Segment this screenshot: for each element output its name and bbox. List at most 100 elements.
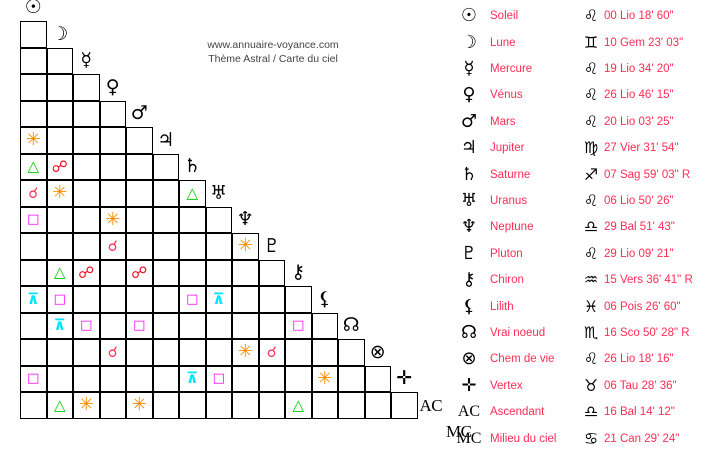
aspect-cell-r9-c8: ✳	[232, 233, 259, 260]
aspect-cell-r6-c1: ☍	[46, 153, 73, 180]
aspect-cell-r15-c3	[99, 392, 126, 419]
vierge-icon: ♍	[583, 138, 599, 158]
legend-position-value: 00 Lio 18' 60"	[604, 10, 674, 23]
jupiter-icon: ♃	[460, 137, 478, 159]
aspect-symbol-square: □	[186, 291, 199, 307]
aspect-symbol-conjunction: ☌	[28, 183, 39, 202]
legend-position-value: 16 Bal 14' 12"	[604, 406, 675, 419]
aspect-symbol-sextile: ✳	[105, 208, 121, 230]
aspect-cell-r5-c1	[46, 127, 73, 154]
legend-position-value: 06 Tau 28' 36"	[604, 379, 677, 392]
aspect-cell-r7-c6: △	[179, 180, 206, 207]
aspect-cell-r12-c11	[311, 312, 338, 339]
legend-position-value: 07 Sag 59' 03" R	[604, 168, 691, 181]
aspect-cell-r15-c7	[205, 392, 232, 419]
legend-position-value: 26 Lio 46' 15"	[604, 89, 674, 102]
aspect-symbol-trine: △	[292, 395, 305, 414]
legend-row: ♇ Pluton ♌ 29 Lio 09' 21"	[448, 241, 705, 268]
aspect-symbol-square: □	[53, 291, 66, 307]
legend-position-value: 20 Lio 03' 25"	[604, 115, 674, 128]
legend-row: ♆ Neptune ♎ 29 Bal 51' 43"	[448, 214, 705, 241]
lilith-icon: ⚸	[317, 287, 332, 310]
aspect-symbol-trine: △	[27, 157, 40, 176]
chiron-icon: ⚷	[291, 261, 306, 284]
legend-planet-name: Ascendant	[490, 406, 545, 419]
legend-planet-name: Uranus	[490, 195, 528, 208]
aspect-cell-r5-c3	[99, 127, 126, 154]
aspect-cell-r9-c5	[152, 233, 179, 260]
aspect-cell-r4-c2	[73, 100, 100, 127]
aspect-cell-r15-c11	[311, 392, 338, 419]
aspect-cell-r15-c6	[179, 392, 206, 419]
aspect-cell-r10-c2: ☍	[73, 259, 100, 286]
aspect-cell-r15-c5	[152, 392, 179, 419]
legend-row: ⊗ Chem de vie ♌ 26 Lio 18' 16"	[448, 346, 705, 373]
aspect-cell-r11-c5	[152, 286, 179, 313]
aspect-cell-r3-c1	[46, 74, 73, 101]
aspect-cell-r9-c1	[46, 233, 73, 260]
aspect-cell-r14-c8	[232, 365, 259, 392]
aspect-cell-r7-c2	[73, 180, 100, 207]
aspect-cell-r3-c2	[73, 74, 100, 101]
aspect-cell-r9-c2	[73, 233, 100, 260]
aspect-symbol-conjunction: ☌	[107, 236, 118, 255]
aspect-symbol-square: □	[292, 318, 305, 334]
aspect-cell-r13-c10	[285, 339, 312, 366]
milieu-du-ciel-icon: MC	[456, 429, 482, 447]
pluton-icon: ♇	[460, 242, 478, 264]
aspect-cell-r10-c1: △	[46, 259, 73, 286]
legend-planet-name: Pluton	[490, 247, 523, 260]
legend-position-value: 19 Lio 34' 20"	[604, 63, 674, 76]
aspect-cell-r10-c9	[258, 259, 285, 286]
lion-icon: ♌	[583, 243, 599, 263]
legend-position-value: 06 Pois 26' 60"	[604, 300, 681, 313]
aspect-cell-r14-c13	[364, 365, 391, 392]
aspect-cell-r5-c4	[126, 127, 153, 154]
aspect-symbol-trine: △	[53, 395, 66, 414]
aspect-symbol-conjunction: ☌	[107, 342, 118, 361]
aspect-cell-r11-c4	[126, 286, 153, 313]
uranus-icon: ♅	[210, 181, 228, 204]
aspect-cell-r11-c8	[232, 286, 259, 313]
aspect-cell-r4-c3	[99, 100, 126, 127]
legend-planet-name: Neptune	[490, 221, 534, 234]
scorpion-icon: ♏	[583, 323, 599, 343]
aspect-cell-r13-c9: ☌	[258, 339, 285, 366]
ascendant-icon: AC	[457, 403, 481, 421]
legend-position-value: 06 Lio 50' 26"	[604, 195, 674, 208]
lion-icon: ♌	[583, 111, 599, 131]
aspect-cell-r12-c0	[20, 312, 47, 339]
aspect-cell-r12-c8	[232, 312, 259, 339]
aspect-symbol-quincunx: ⊼	[212, 289, 225, 308]
aspect-cell-r12-c9	[258, 312, 285, 339]
aspect-cell-r11-c2	[73, 286, 100, 313]
aspect-cell-r15-c4: ✳	[126, 392, 153, 419]
jupiter-icon: ♃	[157, 128, 175, 151]
aspect-cell-r6-c2	[73, 153, 100, 180]
aspect-cell-r14-c0: □	[20, 365, 47, 392]
legend-planet-name: Chiron	[490, 274, 524, 287]
aspect-cell-r12-c3	[99, 312, 126, 339]
soleil-icon: ☉	[460, 5, 478, 27]
legend-position-value: 10 Gem 23' 03"	[604, 36, 684, 49]
aspect-cell-r14-c3	[99, 365, 126, 392]
neptune-icon: ♆	[460, 216, 478, 238]
vertex-icon: ✛	[461, 374, 477, 396]
aspect-cell-r6-c5	[152, 153, 179, 180]
legend-planet-name: Lilith	[490, 300, 514, 313]
aspect-symbol-quincunx: ⊼	[27, 289, 40, 308]
legend-row: ☽ Lune ♊ 10 Gem 23' 03"	[448, 29, 705, 56]
aspect-symbol-square: □	[133, 318, 146, 334]
aspect-cell-r10-c0	[20, 259, 47, 286]
aspect-symbol-sextile: ✳	[317, 367, 333, 389]
aspect-cell-r15-c14	[391, 392, 418, 419]
legend-row: ⚸ Lilith ♓ 06 Pois 26' 60"	[448, 293, 705, 320]
uranus-icon: ♅	[460, 190, 478, 212]
lune-icon: ☽	[51, 22, 69, 45]
aspect-cell-r11-c3	[99, 286, 126, 313]
aspect-symbol-opposition: ☍	[131, 262, 148, 282]
lune-icon: ☽	[460, 31, 478, 53]
aspect-cell-r13-c5	[152, 339, 179, 366]
aspect-cell-r15-c1: △	[46, 392, 73, 419]
aspect-symbol-sextile: ✳	[237, 235, 253, 257]
